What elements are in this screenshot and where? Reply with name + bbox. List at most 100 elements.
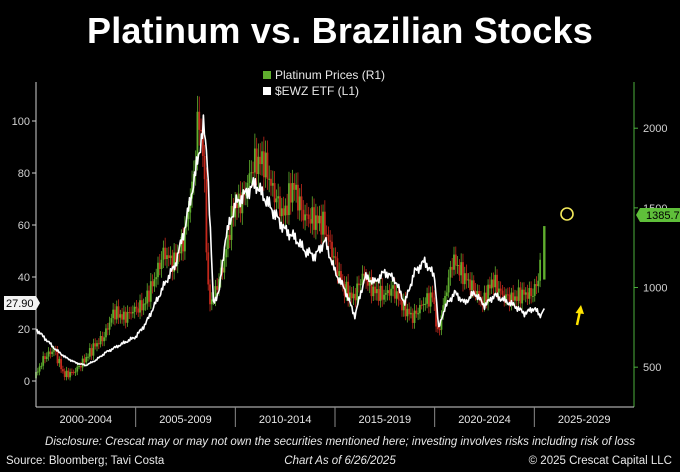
platinum-candle	[419, 304, 421, 314]
last-value-left-label: 27.90	[6, 298, 34, 310]
platinum-candle	[236, 203, 238, 208]
platinum-candle	[56, 350, 59, 364]
platinum-candle	[462, 262, 464, 285]
platinum-candle	[392, 285, 394, 289]
platinum-candle	[62, 369, 64, 372]
platinum-candle	[366, 280, 369, 286]
platinum-candle	[58, 358, 61, 364]
platinum-candle	[469, 279, 472, 291]
platinum-candle	[262, 151, 265, 178]
platinum-candle	[261, 151, 263, 165]
platinum-candle	[454, 254, 457, 266]
platinum-candle	[288, 183, 290, 216]
platinum-candle	[377, 289, 380, 301]
platinum-candle	[101, 335, 104, 342]
platinum-candle	[381, 285, 384, 300]
platinum-candle	[49, 351, 52, 355]
last-value-left: 27.90	[4, 296, 40, 310]
platinum-candle	[250, 172, 253, 174]
platinum-candle	[173, 252, 176, 272]
platinum-candle	[137, 308, 140, 313]
platinum-candle	[180, 236, 183, 254]
platinum-candle	[374, 286, 376, 294]
platinum-candle	[36, 371, 39, 373]
platinum-candle	[44, 356, 46, 360]
platinum-candle	[110, 318, 113, 323]
left-tick-label: 100	[12, 116, 30, 128]
x-tick-label: 2000-2004	[60, 414, 113, 426]
platinum-candle	[60, 358, 63, 370]
platinum-candle	[313, 207, 315, 230]
platinum-candle	[535, 284, 538, 287]
platinum-candle	[401, 300, 403, 311]
x-tick-label: 2015-2019	[359, 414, 412, 426]
platinum-candle	[76, 366, 79, 372]
platinum-candle	[431, 292, 434, 298]
platinum-candle	[280, 208, 283, 217]
platinum-candle	[234, 203, 237, 218]
platinum-candle	[277, 196, 280, 199]
platinum-candle	[87, 356, 89, 358]
platinum-candle	[117, 306, 120, 318]
platinum-candle	[47, 351, 50, 357]
platinum-candle	[115, 306, 118, 320]
platinum-candle	[171, 255, 174, 272]
platinum-candle	[214, 286, 217, 299]
right-tick-label: 500	[643, 362, 661, 374]
platinum-candle	[424, 303, 427, 305]
platinum-candle	[293, 182, 296, 190]
platinum-candle	[467, 279, 470, 281]
platinum-candle	[528, 288, 531, 299]
legend-label-platinum: Platinum Prices (R1)	[275, 68, 385, 82]
platinum-candle	[519, 287, 522, 304]
platinum-candle	[458, 264, 461, 276]
platinum-candle	[53, 350, 55, 352]
platinum-candle	[460, 262, 463, 276]
platinum-candle	[487, 284, 489, 304]
x-tick-label: 2005-2009	[159, 414, 212, 426]
platinum-candle	[72, 372, 75, 374]
platinum-candle	[322, 211, 324, 235]
platinum-candle	[203, 156, 206, 180]
platinum-candle	[309, 219, 312, 224]
platinum-candle	[408, 308, 411, 315]
platinum-candle	[442, 305, 445, 316]
platinum-candle	[543, 226, 546, 280]
platinum-candle	[45, 356, 48, 360]
platinum-candle	[126, 312, 129, 323]
platinum-candle	[415, 310, 418, 314]
right-tick-label: 1000	[643, 283, 667, 295]
platinum-candle	[411, 312, 414, 323]
platinum-candle	[390, 288, 393, 296]
left-tick-label: 80	[18, 168, 30, 180]
platinum-candle	[112, 309, 115, 319]
platinum-candle	[155, 277, 158, 280]
platinum-candle	[200, 129, 202, 132]
plot-area	[36, 82, 634, 407]
platinum-candle	[252, 172, 254, 174]
platinum-candle	[347, 281, 350, 301]
platinum-candle	[447, 277, 450, 293]
platinum-candle	[318, 215, 321, 224]
highlight-circle	[560, 207, 574, 221]
platinum-candle	[420, 304, 423, 306]
platinum-candle	[282, 208, 285, 216]
platinum-candle	[90, 348, 93, 356]
right-tick-label: 2000	[643, 123, 667, 135]
platinum-candle	[417, 313, 420, 315]
platinum-candle	[316, 215, 319, 224]
platinum-candle	[331, 241, 333, 258]
platinum-candle	[175, 252, 177, 265]
platinum-candle	[205, 179, 208, 253]
platinum-candle	[352, 293, 355, 299]
platinum-candle	[94, 343, 97, 347]
platinum-candle	[149, 281, 152, 302]
platinum-candle	[74, 371, 77, 373]
platinum-candle	[505, 294, 507, 300]
platinum-candle	[140, 300, 143, 311]
left-tick-label: 40	[18, 272, 30, 284]
platinum-candle	[166, 255, 168, 260]
platinum-candle	[456, 264, 459, 266]
legend: Platinum Prices (R1) $EWZ ETF (L1)	[263, 68, 385, 98]
platinum-candle	[97, 343, 100, 345]
